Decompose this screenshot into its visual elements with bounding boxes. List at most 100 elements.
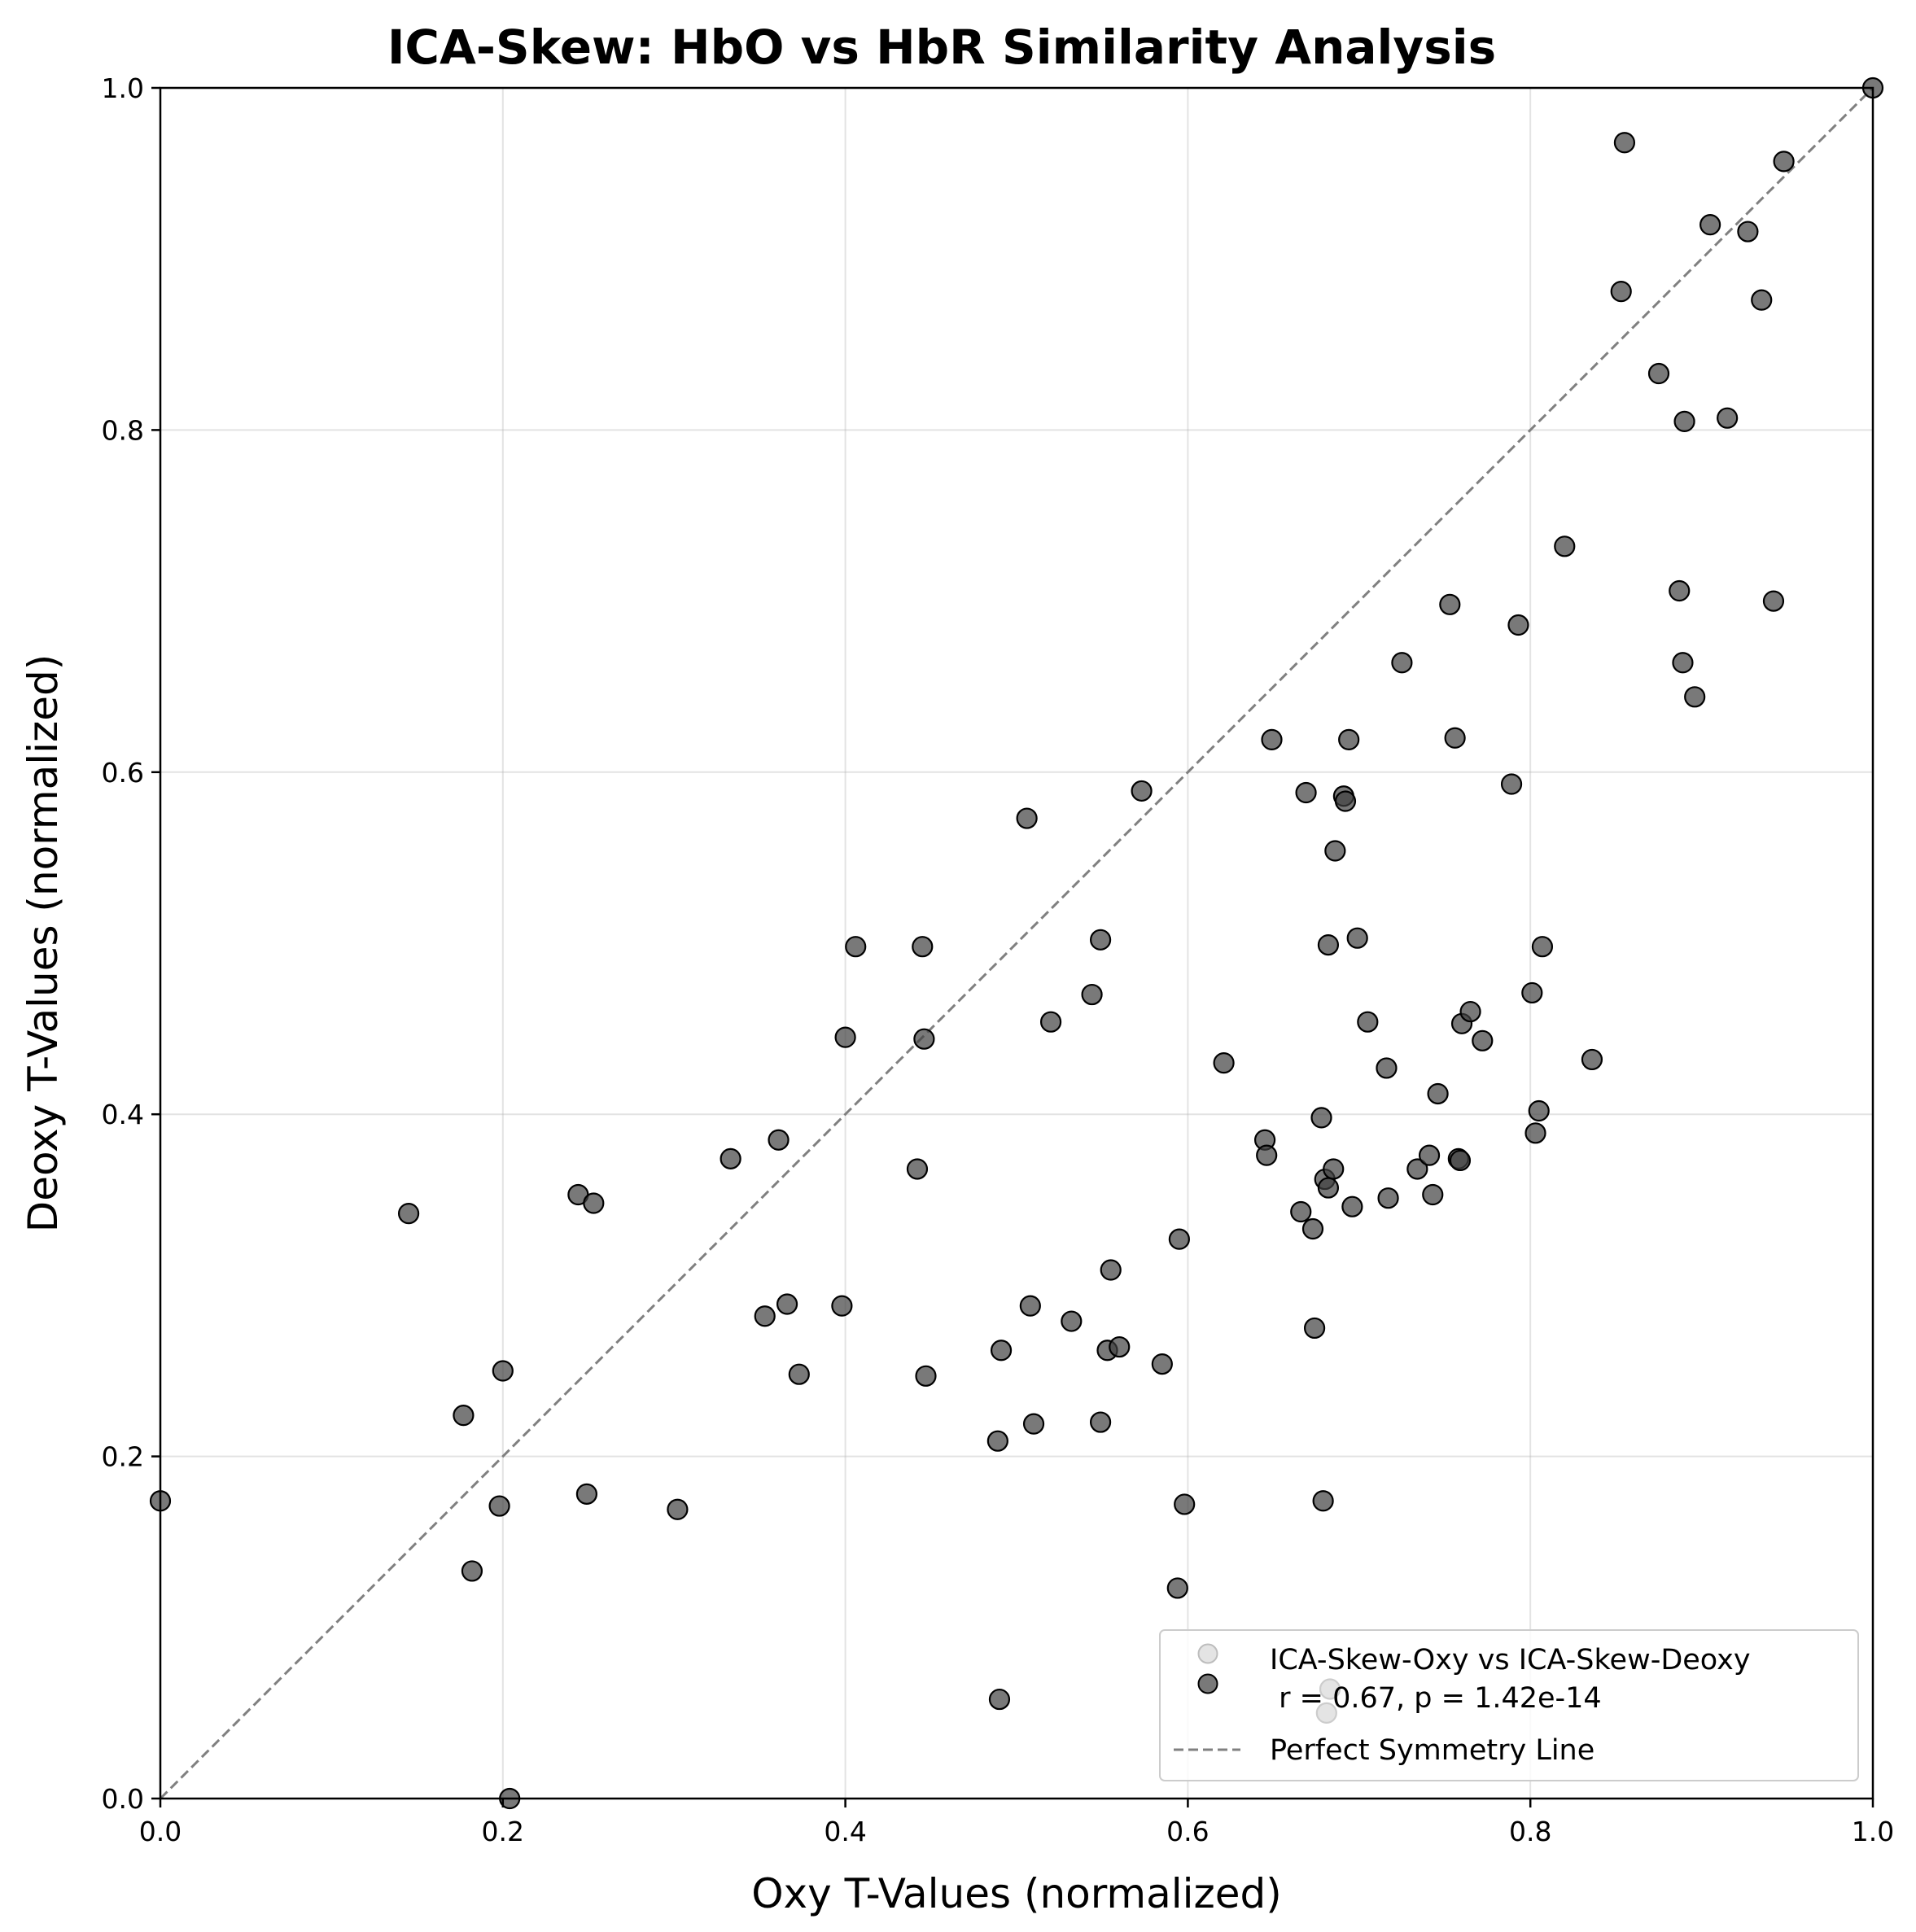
data-point [1376, 1057, 1398, 1079]
data-point [1317, 1177, 1340, 1199]
data-point [988, 1688, 1011, 1711]
data-point [1323, 1158, 1345, 1180]
data-point [754, 1305, 776, 1327]
y-tick-label: 0.4 [102, 1099, 144, 1130]
data-point [397, 1203, 420, 1225]
legend-marker [1197, 1673, 1218, 1694]
data-point [1472, 1029, 1494, 1051]
data-point [667, 1498, 689, 1520]
axis-ticks: 0.0 0.2 0.4 0.6 0.8 1.0 0.0 0.2 0.4 0.6 0.8 1.0 [102, 72, 1895, 1847]
data-point [492, 1360, 514, 1382]
perfect-symmetry-line [159, 86, 1874, 1800]
data-point [915, 1365, 937, 1387]
symmetry-line-layer [159, 86, 1874, 1800]
data-point [1581, 1048, 1603, 1071]
data-point [1673, 410, 1695, 432]
data-point [1019, 1295, 1041, 1317]
x-tick-label: 1.0 [1852, 1816, 1894, 1847]
data-point [1295, 781, 1317, 804]
data-point [1151, 1353, 1173, 1375]
x-tick-label: 0.8 [1509, 1816, 1551, 1847]
legend-marker-faint [1197, 1643, 1218, 1664]
data-point [1762, 590, 1785, 612]
data-point [720, 1147, 741, 1169]
data-point [1061, 1310, 1083, 1332]
data-point [1081, 983, 1103, 1006]
data-point [1418, 1144, 1441, 1166]
data-point [461, 1560, 483, 1582]
data-point [1531, 936, 1554, 958]
data-point [788, 1363, 810, 1385]
y-tick-label: 1.0 [102, 72, 144, 104]
data-point [1357, 1011, 1379, 1033]
data-point [1312, 1490, 1334, 1512]
data-point [1168, 1228, 1190, 1250]
data-point [1100, 1259, 1122, 1281]
data-point [1554, 535, 1576, 557]
data-point [1039, 1011, 1062, 1033]
data-points [149, 76, 1884, 1810]
x-tick-label: 0.0 [139, 1816, 182, 1847]
x-tick-label: 0.6 [1166, 1816, 1209, 1847]
data-point [1174, 1493, 1196, 1515]
data-point [1717, 407, 1739, 429]
data-point [1391, 652, 1413, 674]
data-point [1338, 728, 1360, 750]
y-tick-label: 0.0 [102, 1783, 144, 1815]
data-point [1613, 132, 1636, 154]
data-point [1521, 981, 1543, 1004]
data-point [1256, 1144, 1278, 1166]
data-point [1310, 1107, 1332, 1129]
data-point [575, 1483, 597, 1505]
data-point [1459, 1000, 1481, 1023]
data-point [488, 1495, 510, 1517]
x-tick-label: 0.2 [482, 1816, 524, 1847]
data-point [1672, 652, 1694, 674]
data-point [1261, 728, 1283, 750]
data-point [1317, 934, 1340, 956]
data-point [768, 1129, 790, 1151]
data-point [1131, 780, 1153, 802]
data-point [1669, 579, 1691, 602]
y-tick-label: 0.2 [102, 1441, 144, 1473]
data-point [1439, 593, 1461, 615]
data-point [1528, 1099, 1550, 1122]
data-point [1524, 1122, 1546, 1144]
data-point [1301, 1217, 1324, 1240]
x-axis-label: Oxy T-Values (normalized) [751, 1870, 1282, 1917]
data-point [1751, 289, 1773, 311]
y-tick-label: 0.6 [102, 757, 144, 789]
data-point [1346, 927, 1368, 949]
data-point [834, 1026, 856, 1048]
data-point [1699, 214, 1721, 236]
data-point [1444, 727, 1466, 749]
data-point [845, 936, 867, 958]
data-point [1773, 151, 1795, 173]
data-point [1500, 773, 1523, 795]
data-point [1341, 1195, 1363, 1217]
data-point [1022, 1413, 1045, 1435]
data-point [1406, 1158, 1428, 1180]
data-point [1089, 1411, 1112, 1433]
y-axis-label: Deoxy T-Values (normalized) [20, 654, 67, 1233]
plot-frame [159, 86, 1874, 1800]
data-point [1377, 1187, 1399, 1209]
data-point [1109, 1335, 1131, 1358]
y-tick-label: 0.8 [102, 414, 144, 446]
data-point [1324, 840, 1346, 862]
legend-box [1159, 1629, 1859, 1781]
data-point [1684, 686, 1706, 708]
data-point [1166, 1577, 1188, 1599]
data-point [831, 1295, 853, 1317]
data-point [1422, 1183, 1444, 1206]
legend-line-label: Perfect Symmetry Line [1270, 1734, 1594, 1767]
data-point [912, 936, 934, 958]
data-point [1089, 929, 1112, 951]
data-point [1427, 1082, 1449, 1105]
data-point [1334, 790, 1357, 812]
data-point [1507, 614, 1529, 636]
data-point [1303, 1317, 1326, 1340]
data-point [1647, 362, 1670, 385]
data-point [913, 1028, 935, 1050]
